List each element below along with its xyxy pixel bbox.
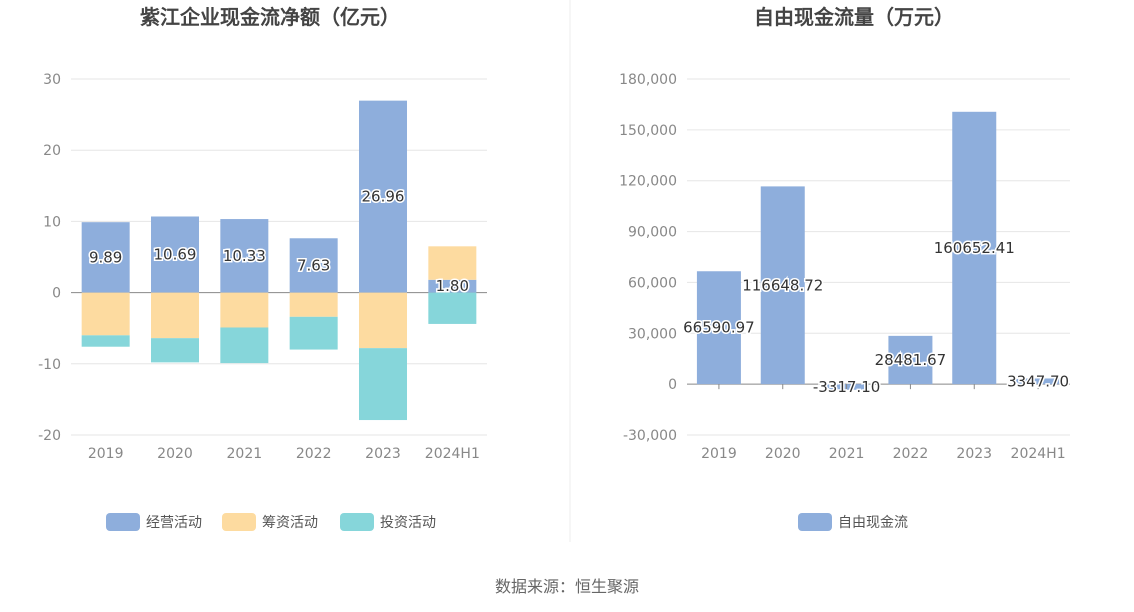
right-y-axis-ticks: 180,000 150,000 120,000 90,000 60,000 30,000 0…	[619, 72, 677, 444]
bar-financing[interactable]	[81, 292, 130, 336]
y-tick-label: 30,000	[628, 326, 677, 342]
x-tick-label: 2023	[956, 446, 992, 462]
data-label: 66590.97	[683, 319, 755, 337]
x-tick-label: 2022	[893, 446, 929, 462]
bar-operating[interactable]	[289, 238, 338, 293]
legend-swatch-investing	[340, 513, 374, 531]
x-tick-label: 2021	[227, 446, 263, 462]
x-tick-label: 2020	[765, 446, 801, 462]
legend-label-free-cash-flow: 自由现金流	[838, 515, 908, 531]
x-tick-label: 2024H1	[1011, 446, 1066, 462]
y-tick-label: -10	[38, 357, 61, 373]
y-tick-label: 0	[52, 286, 61, 302]
data-label: 9.89	[89, 248, 122, 266]
legend-label-financing: 筹资活动	[262, 514, 318, 531]
bar-financing[interactable]	[289, 292, 338, 317]
y-tick-label: 20	[43, 143, 61, 159]
left-bars	[81, 100, 477, 421]
x-tick-label: 2019	[88, 446, 124, 462]
x-tick-label: 2022	[296, 446, 332, 462]
bar-operating[interactable]	[220, 219, 269, 293]
y-tick-label: -20	[38, 428, 61, 444]
legend-item-free-cash-flow[interactable]: 自由现金流	[798, 513, 908, 531]
x-tick-label: 2021	[829, 446, 865, 462]
data-label: -3317.10	[813, 378, 880, 396]
left-chart-title: 紫江企业现金流净额（亿元）	[140, 5, 400, 29]
y-tick-label: -30,000	[623, 428, 677, 444]
left-legend: 经营活动 筹资活动 投资活动	[106, 513, 436, 531]
legend-label-investing: 投资活动	[380, 515, 436, 531]
bar-financing[interactable]	[359, 292, 407, 349]
bar-free-cash-flow[interactable]	[760, 186, 805, 385]
left-y-axis-ticks: 30 20 10 0 -10 -20	[38, 72, 61, 444]
bar-free-cash-flow[interactable]	[696, 271, 741, 385]
bar-operating[interactable]	[428, 279, 477, 293]
y-tick-label: 150,000	[619, 123, 677, 139]
data-label: 28481.67	[875, 351, 947, 369]
bar-financing[interactable]	[220, 292, 269, 328]
bar-investing[interactable]	[151, 338, 199, 363]
data-label: 7.63	[297, 256, 330, 274]
right-data-labels: 66590.97 116648.72 -3317.10 28481.67 160652.…	[682, 237, 1071, 397]
legend-item-financing[interactable]: 筹资活动	[222, 513, 318, 531]
x-tick-label: 2023	[365, 446, 401, 462]
legend-swatch-operating	[106, 513, 140, 531]
bar-free-cash-flow[interactable]	[888, 335, 933, 385]
legend-label-operating: 经营活动	[146, 515, 202, 531]
x-tick-label: 2020	[157, 446, 193, 462]
y-tick-label: 180,000	[619, 72, 677, 88]
data-label: 1.80	[436, 277, 469, 295]
bar-free-cash-flow[interactable]	[952, 111, 997, 385]
source-note: 数据来源：恒生聚源	[495, 577, 639, 596]
right-chart-title: 自由现金流量（万元）	[754, 5, 954, 29]
y-tick-label: 10	[43, 214, 61, 230]
left-x-axis-ticks: 2019 2020 2021 2022 2023 2024H1	[88, 446, 480, 462]
legend-item-investing[interactable]: 投资活动	[340, 513, 436, 531]
bar-operating[interactable]	[81, 222, 130, 293]
left-data-labels: 9.89 10.69 10.33 7.63 26.96 1.80	[87, 186, 470, 297]
bar-financing[interactable]	[151, 292, 199, 339]
x-tick-label: 2019	[701, 446, 737, 462]
bar-free-cash-flow[interactable]	[1016, 378, 1061, 385]
y-tick-label: 120,000	[619, 174, 677, 190]
bar-investing[interactable]	[289, 316, 338, 350]
y-tick-label: 0	[668, 377, 677, 393]
data-label: 160652.41	[934, 239, 1015, 257]
data-label: 10.33	[223, 247, 266, 265]
bar-operating[interactable]	[151, 216, 199, 293]
legend-swatch-financing	[222, 513, 256, 531]
data-label: 10.69	[154, 246, 197, 264]
bar-investing[interactable]	[81, 335, 130, 347]
legend-item-operating[interactable]: 经营活动	[106, 513, 202, 531]
data-label: 26.96	[362, 188, 405, 206]
data-label: 116648.72	[742, 276, 823, 294]
right-legend: 自由现金流	[798, 513, 908, 531]
bar-investing[interactable]	[220, 327, 269, 364]
x-tick-label: 2024H1	[425, 446, 480, 462]
data-label: 3347.70	[1007, 372, 1069, 390]
y-tick-label: 30	[43, 72, 61, 88]
legend-swatch-free-cash-flow	[798, 513, 832, 531]
bar-financing[interactable]	[428, 246, 477, 280]
bar-investing[interactable]	[359, 348, 407, 421]
bar-investing[interactable]	[428, 292, 477, 324]
bar-operating[interactable]	[359, 100, 407, 293]
right-gridlines	[687, 78, 1070, 436]
y-tick-label: 60,000	[628, 275, 677, 291]
left-gridlines	[71, 78, 487, 436]
right-x-axis-ticks: 2019 2020 2021 2022 2023 2024H1	[701, 384, 1066, 462]
y-tick-label: 90,000	[628, 225, 677, 241]
